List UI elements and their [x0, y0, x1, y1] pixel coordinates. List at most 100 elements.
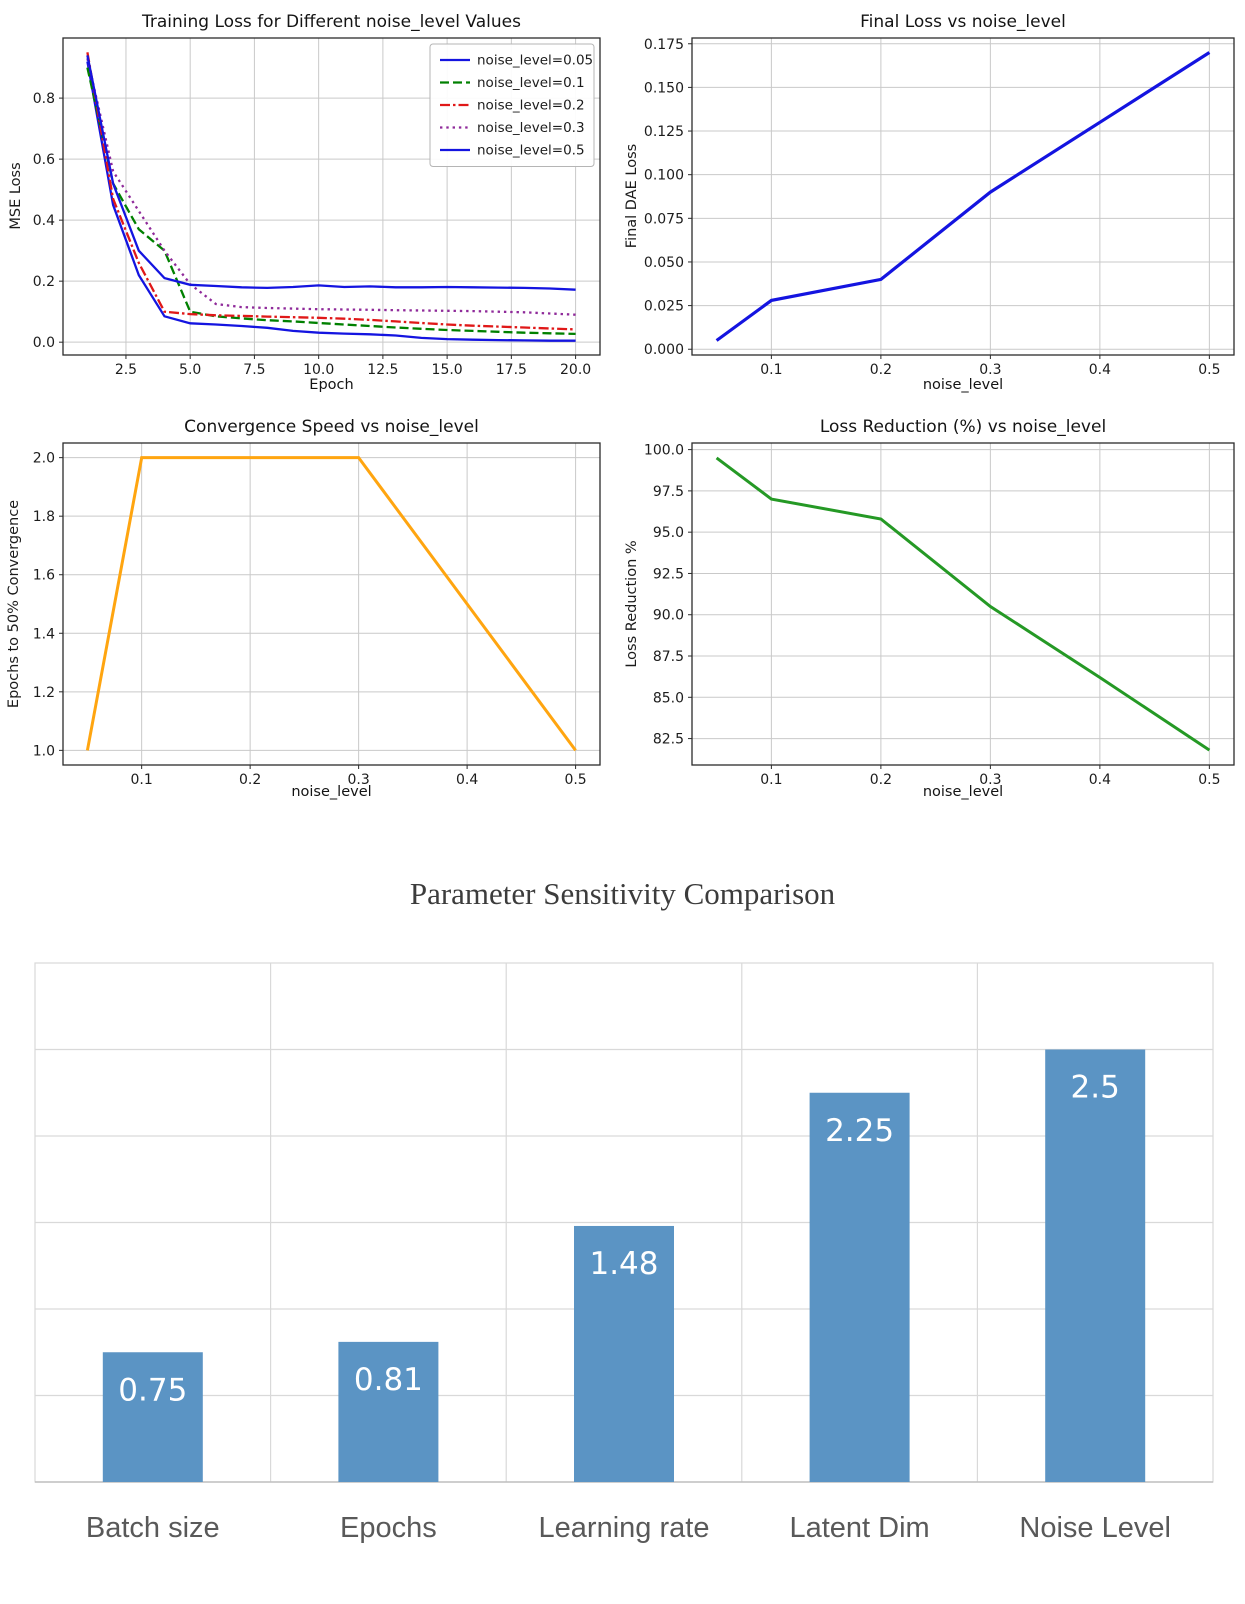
y-tick-label: 82.5	[653, 732, 684, 748]
x-tick-label: 5.0	[179, 362, 201, 378]
x-tick-label: 12.5	[367, 362, 398, 378]
convergence-speed-plot-canvas: 0.1 0.2 0.3 0.4 0.5 1.0 1.2 1.4 1.6 1.8 2.0 Epochs…	[6, 442, 601, 788]
y-tick-label: 1.6	[33, 568, 55, 584]
x-tick-label: 0.2	[870, 772, 892, 788]
y-tick-label: 0.175	[644, 37, 684, 53]
y-tick-label: 0.100	[644, 168, 684, 184]
y-tick-label: 1.8	[33, 509, 55, 525]
y-tick-label: 1.2	[33, 685, 55, 701]
x-tick-label: 0.5	[564, 772, 586, 788]
category-label: Latent Dim	[789, 1512, 929, 1544]
x-axis-label: noise_level	[922, 377, 1004, 393]
y-tick-label: 2.0	[33, 451, 55, 467]
x-axis-label: noise_level	[922, 784, 1004, 800]
subplot-title: Convergence Speed vs noise_level	[184, 417, 479, 437]
series-line-final_dae_loss	[715, 51, 1211, 342]
parameter-sensitivity-bar-canvas: 0.75 Batch size 0.81 Epochs 1.48 Learning rat…	[34, 962, 1214, 1544]
y-tick-label: 97.5	[653, 484, 684, 500]
legend	[429, 43, 595, 167]
bar-noise-level	[1045, 1049, 1146, 1482]
x-tick-label: 0.5	[1198, 772, 1220, 788]
series-line-epochs_to_50pct_convergence	[85, 456, 577, 752]
subplot-loss-reduction: Loss Reduction (%) vs noise_level 0.1 0.2…	[622, 403, 1245, 806]
final-loss-plot-canvas: 0.1 0.2 0.3 0.4 0.5 0.000 0.025 0.050 0.075 0.100…	[624, 37, 1235, 378]
x-tick-label: 7.5	[243, 362, 265, 378]
subplot-title: Final Loss vs noise_level	[860, 12, 1066, 32]
x-tick-label: 0.3	[979, 362, 1001, 378]
y-tick-label: 0.025	[644, 299, 684, 315]
x-tick-label: 20.0	[560, 362, 591, 378]
x-tick-label: 15.0	[432, 362, 463, 378]
subplot-title: Training Loss for Different noise_level …	[142, 12, 521, 32]
bar-epochs	[338, 1341, 439, 1482]
x-tick-label: 0.1	[131, 772, 153, 788]
y-axis-label: MSE Loss	[8, 162, 24, 229]
x-tick-label: 0.3	[979, 772, 1001, 788]
loss-reduction-plot-canvas: 0.1 0.2 0.3 0.4 0.5 82.5 85.0 87.5 90.0 92.5 95.0 9…	[624, 442, 1235, 788]
series-line-loss_reduction_pct	[715, 456, 1211, 752]
y-tick-label: 0.4	[33, 213, 55, 229]
y-tick-label: 0.000	[644, 342, 684, 358]
y-axis-label: Loss Reduction %	[624, 540, 640, 667]
category-label: Epochs	[340, 1512, 437, 1544]
category-label: Noise Level	[1019, 1512, 1171, 1544]
subplot-training-loss: Training Loss for Different noise_level …	[0, 0, 622, 403]
legend-label: noise_level=0.1	[477, 75, 585, 91]
y-tick-label: 92.5	[653, 566, 684, 582]
bar-batch-size	[102, 1352, 203, 1482]
x-tick-label: 0.2	[239, 772, 261, 788]
x-tick-label: 10.0	[303, 362, 334, 378]
y-axis-label: Final DAE Loss	[624, 144, 640, 248]
bar-value-label: 0.81	[354, 1362, 423, 1398]
bar-chart-title: Parameter Sensitivity Comparison	[409, 876, 836, 911]
x-tick-label: 0.4	[1089, 362, 1111, 378]
category-label: Learning rate	[539, 1512, 710, 1544]
x-tick-label: 0.2	[870, 362, 892, 378]
y-tick-label: 0.2	[33, 274, 55, 290]
y-tick-label: 85.0	[653, 690, 684, 706]
bar-learning-rate	[574, 1225, 674, 1482]
x-tick-label: 0.1	[760, 362, 782, 378]
legend-label: noise_level=0.5	[477, 143, 585, 159]
plot-border	[691, 37, 1235, 356]
plot-border	[691, 442, 1235, 766]
y-tick-label: 0.6	[33, 152, 55, 168]
x-tick-label: 0.4	[456, 772, 478, 788]
series-line-noise_level=0.2	[86, 52, 576, 331]
y-tick-label: 0.150	[644, 80, 684, 96]
subplot-final-loss: Final Loss vs noise_level 0.1 0.2 0.3 0.4 0.…	[622, 0, 1245, 403]
bar-value-label: 0.75	[118, 1372, 187, 1408]
x-axis-label: Epoch	[309, 377, 354, 393]
bar-value-label: 2.5	[1071, 1070, 1120, 1106]
y-tick-label: 95.0	[653, 525, 684, 541]
x-tick-label: 0.1	[760, 772, 782, 788]
x-tick-label: 0.4	[1089, 772, 1111, 788]
plot-border	[62, 37, 601, 356]
y-tick-label: 0.8	[33, 91, 55, 107]
series-line-noise_level=0.05	[86, 61, 576, 342]
subplot-title: Loss Reduction (%) vs noise_level	[819, 417, 1107, 437]
training-loss-plot-canvas: 2.5 5.0 7.5 10.0 12.5 15.0 17.5 20.0 0.0 0.2 0.4 0.…	[8, 37, 601, 378]
y-tick-label: 0.075	[644, 211, 684, 227]
y-tick-label: 0.050	[644, 255, 684, 271]
legend-label: noise_level=0.05	[477, 53, 593, 69]
x-tick-label: 0.5	[1198, 362, 1220, 378]
y-tick-label: 0.0	[33, 335, 55, 351]
x-tick-label: 0.3	[347, 772, 369, 788]
y-tick-label: 90.0	[653, 608, 684, 624]
y-tick-label: 1.0	[33, 743, 55, 759]
category-label: Batch size	[86, 1512, 220, 1544]
x-tick-label: 2.5	[115, 362, 137, 378]
subplot-convergence-speed: Convergence Speed vs noise_level 0.1 0.2 0…	[0, 403, 622, 806]
y-tick-label: 0.125	[644, 124, 684, 140]
bar-value-label: 2.25	[825, 1113, 894, 1149]
x-tick-label: 17.5	[496, 362, 527, 378]
legend-label: noise_level=0.2	[477, 98, 585, 114]
y-tick-label: 1.4	[33, 626, 55, 642]
y-tick-label: 100.0	[644, 443, 684, 459]
series-line-noise_level=0.5	[86, 55, 576, 291]
y-tick-label: 87.5	[653, 649, 684, 665]
legend-label: noise_level=0.3	[477, 120, 585, 136]
series-line-noise_level=0.1	[86, 67, 576, 336]
x-axis-label: noise_level	[291, 784, 372, 800]
